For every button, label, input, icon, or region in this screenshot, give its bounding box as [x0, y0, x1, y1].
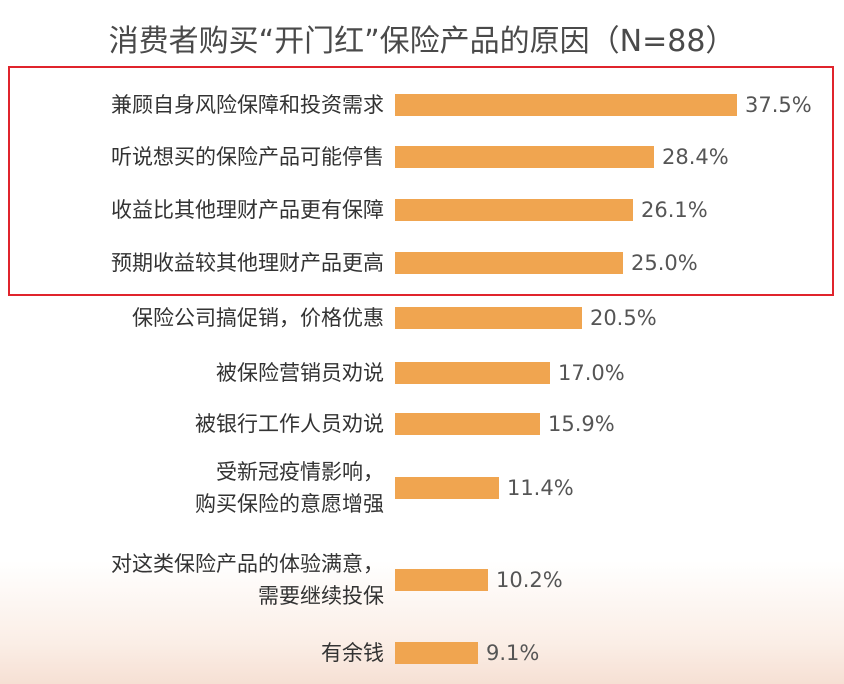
category-label: 被银行工作人员劝说 — [195, 412, 384, 436]
chart-title: 消费者购买“开门红”保险产品的原因（N=88） — [108, 24, 736, 59]
value-label: 10.2% — [496, 568, 563, 592]
bar — [395, 252, 623, 274]
value-label: 11.4% — [506, 476, 574, 500]
category-label: 有余钱 — [321, 641, 384, 665]
bar — [395, 199, 634, 221]
value-label: 15.9% — [548, 412, 615, 436]
value-label: 17.0% — [558, 361, 625, 385]
value-label: 37.5% — [745, 93, 812, 117]
value-label: 26.1% — [641, 198, 708, 222]
category-label: 预期收益较其他理财产品更高 — [111, 251, 384, 275]
bar — [395, 94, 737, 116]
bar — [395, 569, 489, 591]
bar — [395, 146, 654, 168]
category-label: 受新冠疫情影响， 购买保险的意愿增强 — [195, 460, 384, 516]
category-label: 对这类保险产品的体验满意， 需要继续投保 — [111, 552, 384, 608]
value-label: 20.5% — [589, 306, 657, 330]
bar — [395, 413, 540, 435]
highlight-box — [8, 66, 834, 296]
category-label: 被保险营销员劝说 — [216, 361, 384, 385]
value-label: 28.4% — [662, 145, 729, 169]
bar — [395, 477, 499, 499]
category-label: 听说想买的保险产品可能停售 — [111, 145, 384, 169]
bar — [395, 362, 551, 384]
value-label: 9.1% — [485, 641, 540, 665]
bar — [395, 642, 478, 664]
value-label: 25.0% — [631, 251, 698, 275]
bar — [395, 307, 582, 329]
category-label: 收益比其他理财产品更有保障 — [111, 198, 384, 222]
category-label: 保险公司搞促销，价格优惠 — [132, 306, 384, 330]
category-label: 兼顾自身风险保障和投资需求 — [111, 93, 384, 117]
